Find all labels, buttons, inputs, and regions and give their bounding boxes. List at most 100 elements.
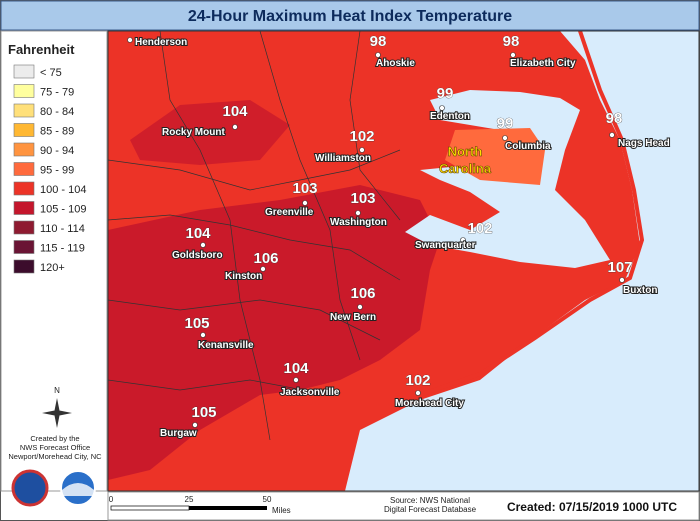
scale-label: 50 [263, 495, 272, 504]
map-area [107, 30, 700, 492]
city-dot [127, 37, 133, 43]
ocean [345, 31, 699, 491]
source: Source: NWS National [390, 496, 470, 505]
legend-swatch [13, 103, 35, 118]
scale-label: 25 [185, 495, 194, 504]
credit: NWS Forecast Office [20, 443, 90, 452]
city-dot [260, 266, 266, 272]
city-name: New Bern [330, 312, 376, 323]
compass-label: N [54, 386, 60, 395]
source: Digital Forecast Database [384, 505, 477, 514]
scale-unit: Miles [272, 506, 291, 515]
heat-index-value: 104 [222, 103, 248, 120]
legend-label: 85 - 89 [40, 126, 74, 138]
city-name: Ahoskie [376, 58, 415, 69]
legend-swatch [13, 123, 35, 137]
city-dot [357, 304, 363, 310]
heat-index-value: 105 [191, 404, 216, 421]
city-name: Burgaw [160, 428, 197, 439]
scale-seg [189, 506, 267, 510]
city-name: Goldsboro [172, 250, 223, 261]
legend-label: 105 - 109 [40, 204, 86, 216]
city-dot [609, 132, 615, 138]
legend-label: 110 - 114 [40, 223, 85, 235]
city-name: Henderson [135, 37, 187, 48]
city-dot [415, 390, 421, 396]
scale-seg [110, 505, 190, 511]
heat-index-value: 103 [292, 180, 317, 197]
map-border [107, 30, 700, 492]
legend-swatch [13, 201, 35, 215]
cities: Henderson Ahoskie 98 Elizabeth City 98 Edento… [127, 33, 671, 440]
cooler-region [445, 128, 545, 185]
city-name: Kenansville [198, 340, 254, 351]
legend-label: < 75 [40, 67, 62, 79]
heat-index-value: 99 [437, 85, 454, 102]
legend-swatch [13, 181, 35, 196]
title-bar [0, 0, 700, 31]
city-name: Greenville [265, 207, 314, 218]
city-name: Buxton [623, 285, 657, 296]
city-name: Columbia [505, 141, 551, 152]
city-name: Morehead City [395, 398, 464, 409]
city-name: Edenton [430, 111, 470, 122]
heat-index-value: 107 [607, 259, 632, 276]
city-dot [619, 277, 625, 283]
legend-swatch [13, 64, 35, 79]
heat-index-value: 98 [606, 110, 623, 127]
city-name: Rocky Mount [162, 127, 225, 138]
footer [107, 491, 700, 521]
city-name: Williamston [315, 153, 371, 164]
title: 24-Hour Maximum Heat Index Temperature [188, 8, 512, 25]
hot-region [130, 100, 290, 165]
nws-logo [11, 469, 49, 507]
city-dot [302, 200, 308, 206]
city-name: Jacksonville [280, 387, 340, 398]
city-name: Elizabeth City [510, 58, 576, 69]
hot-region [108, 185, 440, 480]
city-dot [293, 377, 299, 383]
heat-index-value: 103 [350, 190, 375, 207]
legend-label: 115 - 119 [40, 243, 85, 255]
legend-label: 95 - 99 [40, 165, 74, 177]
city-dot [502, 135, 508, 141]
legend-label: 75 - 79 [40, 87, 74, 99]
heat-index-value: 104 [283, 360, 309, 377]
credit: Created by the [30, 434, 79, 443]
outer-banks [419, 30, 645, 397]
legend-label: 90 - 94 [40, 145, 74, 157]
legend-swatch [13, 259, 35, 274]
heat-index-value: 104 [185, 225, 211, 242]
heat-index-value: 102 [405, 372, 430, 389]
state-label: Carolina [439, 161, 492, 176]
credit: Newport/Morehead City, NC [8, 452, 102, 461]
heat-index-value: 106 [253, 250, 278, 267]
created-date: Created: 07/15/2019 1000 UTC [507, 500, 677, 514]
compass-rose [42, 398, 72, 428]
legend-label: 80 - 84 [40, 106, 74, 118]
legend-swatch [13, 162, 35, 176]
legend-swatch [13, 240, 35, 254]
city-dot [192, 422, 198, 428]
city-name: Washington [330, 217, 387, 228]
city-dot [200, 332, 206, 338]
compass: N [42, 386, 72, 428]
city-dot [359, 147, 365, 153]
legend-title: Fahrenheit [8, 42, 75, 57]
city-dot [355, 210, 361, 216]
city-dot [510, 52, 516, 58]
heat-index-value: 105 [184, 315, 209, 332]
city-dot [375, 52, 381, 58]
heat-index-value: 106 [350, 285, 375, 302]
city-dot [200, 242, 206, 248]
city-dot [439, 105, 445, 111]
scale-label: 0 [109, 495, 114, 504]
county-lines [107, 30, 401, 441]
state-label: North [448, 144, 483, 159]
heat-index-value: 102 [349, 128, 374, 145]
heat-index-value: 99 [497, 115, 514, 132]
noaa-wave [62, 483, 94, 496]
legend-swatch [13, 84, 35, 98]
